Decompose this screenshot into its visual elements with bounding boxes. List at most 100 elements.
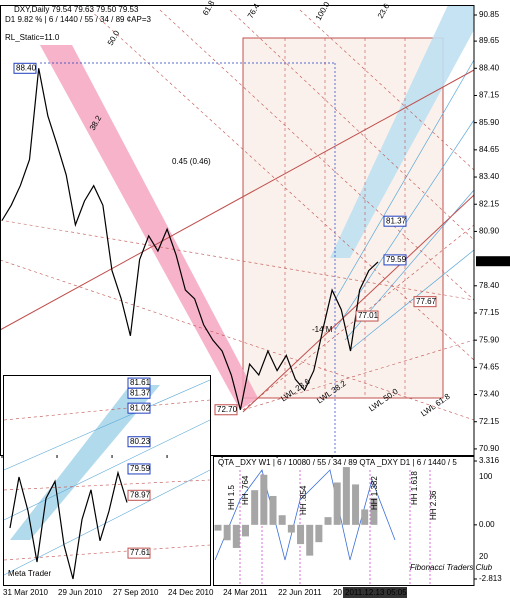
oscillator-bar bbox=[242, 524, 250, 537]
oscillator-bar bbox=[232, 524, 240, 548]
y-tick-label: 70.90 bbox=[479, 444, 500, 453]
inset-red-lines bbox=[3, 399, 211, 561]
oscillator-bar bbox=[324, 517, 332, 525]
inset-frame bbox=[3, 375, 211, 586]
y-tick-label: 82.15 bbox=[479, 199, 500, 208]
chart-title: DXY,Daily 79.54 79.63 79.50 79.53 bbox=[14, 5, 139, 14]
chart-subtitle: D1 9.82 % | 6 / 1440 / 55 / 34 / 89 ¢AP=… bbox=[5, 15, 152, 24]
level-box bbox=[355, 310, 379, 322]
x-tick-label: 24 Dec 2010 bbox=[168, 588, 214, 597]
cursor-time: 2011.12.13 05:05 bbox=[345, 588, 407, 597]
inset-level-label: 81.37 bbox=[130, 388, 151, 397]
inset-band bbox=[10, 385, 160, 540]
y-tick-label: 85.90 bbox=[479, 118, 500, 127]
y-tick-label: 3.316 bbox=[479, 456, 500, 465]
oscillator-bar bbox=[352, 484, 360, 525]
inset-lines bbox=[3, 379, 211, 576]
inset-level-box bbox=[127, 547, 151, 559]
oscillator-annotation: HH 1.382 bbox=[370, 476, 379, 510]
inset-price-line bbox=[9, 470, 128, 580]
inset-level-box bbox=[127, 489, 151, 501]
level-label: 77.67 bbox=[416, 297, 437, 306]
y-tick-label: 83.40 bbox=[479, 172, 500, 181]
red-dashed-lines bbox=[0, 9, 475, 421]
y-tick-label: 90.85 bbox=[479, 10, 500, 19]
watermark: Fibonacci Traders Club bbox=[410, 563, 493, 572]
oscillator-bar bbox=[223, 524, 231, 541]
level-box bbox=[214, 404, 238, 416]
level-box bbox=[383, 215, 407, 227]
oscillator-bar bbox=[214, 524, 222, 531]
y-tick-label: 84.65 bbox=[479, 145, 500, 154]
annotation: -14 M bbox=[312, 325, 333, 334]
level-label: 81.37 bbox=[386, 216, 407, 225]
y-tick-label: 72.15 bbox=[479, 417, 500, 426]
y-tick-label: 80.90 bbox=[479, 227, 500, 236]
y-tick-label: 87.15 bbox=[479, 91, 500, 100]
pink-channel bbox=[40, 45, 258, 410]
inset-level-box bbox=[127, 387, 151, 399]
watermark: Meta Trader bbox=[8, 569, 51, 578]
inset-level-label: 81.02 bbox=[130, 403, 151, 412]
oscillator-bar bbox=[278, 515, 286, 525]
oscillator-bar bbox=[297, 524, 305, 545]
y-tick-label: 74.65 bbox=[479, 362, 500, 371]
plot-frame bbox=[0, 5, 475, 456]
oscillator-bar bbox=[251, 490, 259, 525]
inset-level-label: 81.61 bbox=[130, 378, 151, 387]
oscillator-bar bbox=[370, 497, 378, 525]
y-tick-label: 75.90 bbox=[479, 335, 500, 344]
blue-channel bbox=[330, 5, 474, 258]
inset-level-label: 79.59 bbox=[130, 464, 151, 473]
y-tick-label: 78.40 bbox=[479, 281, 500, 290]
oscillator-bar bbox=[315, 524, 323, 543]
y-tick-label: 89.65 bbox=[479, 36, 500, 45]
cursor-time-box bbox=[343, 587, 407, 598]
level-box bbox=[413, 296, 437, 308]
y-tick-label: -2.813 bbox=[479, 574, 502, 583]
current-price-label: 79.53 bbox=[479, 256, 500, 265]
x-tick-label: 22 Jun 2011 bbox=[278, 588, 322, 597]
price-line bbox=[1, 68, 379, 410]
oscillator-annotation: HH .854 bbox=[299, 485, 308, 515]
level-label: 72.70 bbox=[217, 405, 238, 414]
y-tick-label: 0.00 bbox=[479, 520, 495, 529]
oscillator-bar bbox=[361, 509, 369, 525]
x-tick-label: 24 Mar 2011 bbox=[223, 588, 268, 597]
oscillator-bar bbox=[287, 524, 295, 533]
x-tick-label: 31 Mar 2010 bbox=[3, 588, 48, 597]
oscillator-bar bbox=[333, 482, 341, 525]
oscillator-zigzag bbox=[214, 469, 396, 561]
level-box bbox=[13, 62, 37, 74]
level-label: 79.59 bbox=[386, 255, 407, 264]
indicator-label: RL_Static=11.0 bbox=[5, 33, 60, 42]
side-label: 20 bbox=[479, 552, 488, 561]
oscillator-bar bbox=[342, 467, 350, 525]
level-box bbox=[383, 254, 407, 266]
oscillator-annotation: HH 2.36 bbox=[429, 490, 438, 520]
oscillator-bar bbox=[269, 495, 277, 525]
y-tick-label: 77.15 bbox=[479, 308, 500, 317]
inset-level-box bbox=[127, 436, 151, 448]
current-price-box bbox=[476, 256, 510, 267]
oscillator-annotation: HH 1.5 bbox=[227, 485, 236, 510]
oscillator-title: QTA _DXY W1 | 6 / 10080 / 55 / 34 / 89 Q… bbox=[218, 458, 457, 467]
annotation: 0.45 (0.46) bbox=[172, 157, 211, 166]
level-label: 88.40 bbox=[16, 63, 37, 72]
inset-level-label: 77.61 bbox=[130, 548, 151, 557]
oscillator-bar bbox=[260, 474, 268, 525]
side-label: 100 bbox=[479, 472, 493, 481]
x-tick-label: 29 Jun 2010 bbox=[58, 588, 103, 597]
inset-level-box bbox=[127, 463, 151, 475]
inset-level-label: 80.23 bbox=[130, 437, 151, 446]
oscillator-annotation: HH .764 bbox=[241, 475, 250, 505]
y-tick-label: 88.40 bbox=[479, 63, 500, 72]
oscillator-annotation: HH 1.618 bbox=[410, 471, 419, 505]
inset-level-label: 78.97 bbox=[130, 490, 151, 499]
x-tick-label: 27 Sep 2010 bbox=[113, 588, 159, 597]
inset-level-box bbox=[127, 402, 151, 414]
oscillator-bar bbox=[306, 524, 314, 556]
trend-line bbox=[242, 194, 475, 413]
trend-line bbox=[0, 69, 475, 331]
